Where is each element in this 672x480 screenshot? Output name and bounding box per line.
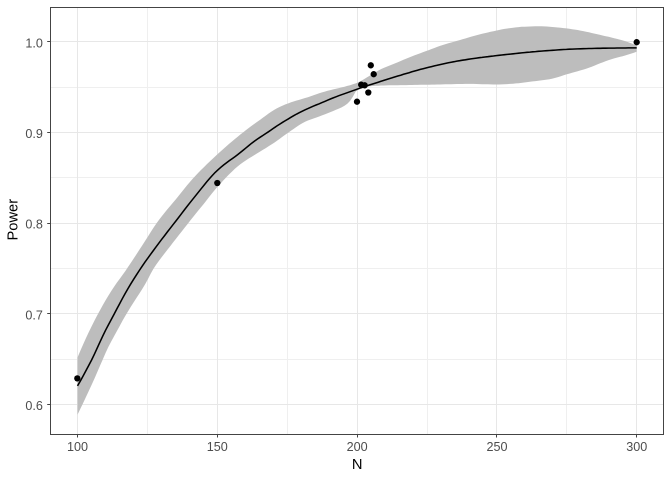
svg-text:200: 200	[347, 440, 368, 454]
svg-text:0.6: 0.6	[25, 399, 43, 413]
svg-text:100: 100	[67, 440, 88, 454]
svg-text:0.8: 0.8	[25, 218, 43, 232]
svg-text:0.7: 0.7	[25, 308, 43, 322]
svg-text:150: 150	[207, 440, 228, 454]
svg-text:Power: Power	[5, 199, 21, 241]
svg-text:N: N	[352, 457, 363, 473]
svg-text:0.9: 0.9	[25, 127, 43, 141]
svg-text:250: 250	[486, 440, 507, 454]
svg-text:1.0: 1.0	[25, 36, 43, 50]
svg-text:300: 300	[626, 440, 647, 454]
